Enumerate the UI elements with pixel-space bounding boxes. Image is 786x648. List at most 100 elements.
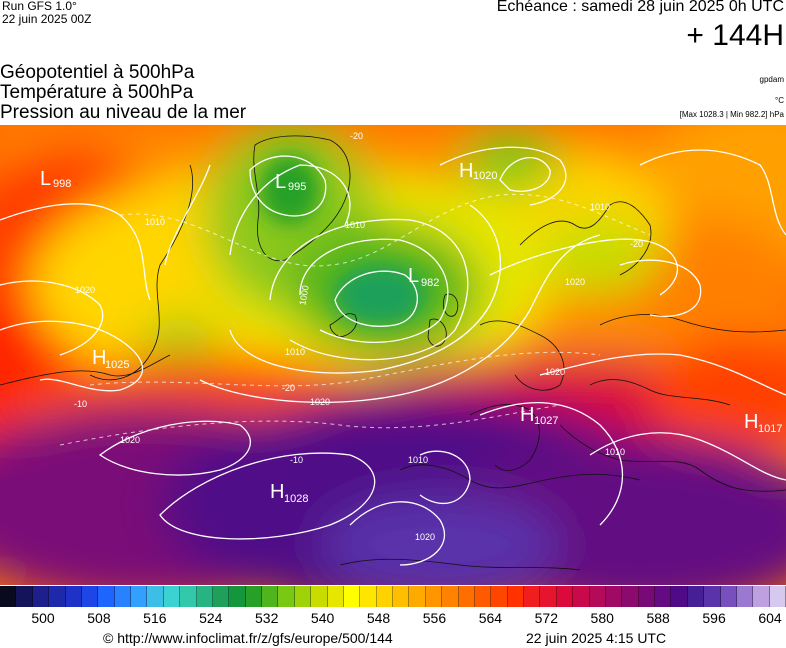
isobar-label: 1020 (120, 435, 140, 445)
colorbar-tick-label: 572 (534, 610, 558, 626)
colorbar-swatch (16, 586, 33, 607)
isobars (0, 146, 786, 566)
run-label: Run GFS 1.0° (2, 0, 77, 13)
colorbar-swatch (49, 586, 66, 607)
colorbar-tick-label: 508 (87, 610, 111, 626)
pressure-center-letter: H (270, 481, 284, 503)
colorbar-swatch (32, 586, 50, 607)
low-cores (260, 155, 425, 325)
weather-map[interactable]: L 998 L 995 H 1020 L 982 H 1025 H 1027 H… (0, 125, 786, 585)
colorbar-swatch (114, 586, 131, 607)
colorbar-swatch (638, 586, 655, 607)
colorbar-tick-label: 500 (31, 610, 55, 626)
colorbar-tick-label: 516 (143, 610, 167, 626)
colorbar-swatch (327, 586, 344, 607)
isobar-label: 1000 (297, 285, 310, 306)
colorbar-tick-label: 604 (758, 610, 782, 626)
colorbar-swatch (294, 586, 312, 607)
colorbar-swatch (376, 586, 393, 607)
colorbar-swatch (0, 586, 17, 607)
pressure-centers: L 998 L 995 H 1020 L 982 H 1025 H 1027 H… (40, 160, 782, 505)
colorbar-swatch (393, 586, 410, 607)
colorbar-swatch (442, 586, 459, 607)
isotherm-label: -10 (74, 399, 87, 409)
isobar-label: 1010 (285, 347, 305, 357)
colorbar-swatch (65, 586, 82, 607)
colorbar-swatch (524, 586, 541, 607)
colorbar-tick-label: 580 (590, 610, 614, 626)
colorbar-swatch (671, 586, 688, 607)
footer-url[interactable]: © http://www.infoclimat.fr/z/gfs/europe/… (103, 630, 393, 646)
colorbar-swatch (196, 586, 213, 607)
isotherm-label: -20 (630, 239, 643, 249)
colorbar-swatch (229, 586, 246, 607)
isobar-label: 1020 (545, 367, 565, 377)
colorbar-swatch (655, 586, 672, 607)
colorbar-swatch (622, 586, 639, 607)
colorbar-swatch (278, 586, 295, 607)
colorbar-swatch (343, 586, 361, 607)
isotherm-label: -20 (282, 383, 295, 393)
isobar-label: 1010 (145, 217, 165, 227)
colorbar-tick-label: 524 (199, 610, 223, 626)
colorbar-swatch (540, 586, 557, 607)
colorbar-swatch (491, 586, 508, 607)
colorbar (0, 586, 786, 607)
pressure-center-letter: L (40, 168, 51, 190)
pressure-center-value: 1025 (105, 359, 129, 371)
run-date: 22 juin 2025 00Z (2, 12, 92, 26)
colorbar-swatch (605, 586, 623, 607)
isobar-label: 1010 (345, 220, 365, 230)
pressure-center-letter: H (459, 160, 473, 182)
pressure-center-value: 1020 (473, 170, 497, 182)
colorbar-swatch (425, 586, 443, 607)
weather-map-svg: L 998 L 995 H 1020 L 982 H 1025 H 1027 H… (0, 125, 786, 585)
isobar-label: 1010 (605, 447, 625, 457)
isobar-label: 1020 (310, 397, 330, 407)
colorbar-swatch (262, 586, 279, 607)
unit-geopotential: gpdam (759, 75, 784, 84)
footer-date: 22 juin 2025 4:15 UTC (526, 630, 667, 646)
colorbar-swatch (163, 586, 181, 607)
isotherm-label: -10 (290, 455, 303, 465)
unit-temperature: °C (775, 96, 784, 105)
colorbar-tick-label: 532 (255, 610, 279, 626)
valid-time: Echéance : samedi 28 juin 2025 0h UTC (496, 0, 784, 15)
colorbar-tick-label: 556 (422, 610, 447, 626)
pressure-center-value: 995 (288, 181, 306, 193)
pressure-center-value: 998 (53, 178, 71, 190)
colorbar-swatch (212, 586, 230, 607)
unit-pressure-range: [Max 1028.3 | Min 982.2] hPa (679, 110, 784, 119)
colorbar-swatch (147, 586, 164, 607)
pressure-center-value: 1017 (758, 423, 782, 435)
colorbar-swatch (458, 586, 475, 607)
colorbar-swatch (245, 586, 262, 607)
pressure-center-letter: H (92, 347, 106, 369)
colorbar-ticks: 500 508 516 524 532 540 548 556 564 572 580 588 596 6… (0, 609, 786, 629)
pressure-center-value: 1028 (284, 493, 308, 505)
colorbar-swatch (311, 586, 328, 607)
colorbar-tick-label: 588 (646, 610, 670, 626)
colorbar-swatch (687, 586, 705, 607)
colorbar-tick-label: 540 (310, 610, 335, 626)
colorbar-tick-label: 548 (366, 610, 391, 626)
colorbar-swatch (409, 586, 426, 607)
isobar-label: 1020 (415, 532, 435, 542)
colorbar-swatch (81, 586, 99, 607)
isotherm-labels: -20 -20 -10 -10 -20 (74, 131, 643, 465)
geopotential-field (0, 125, 786, 585)
colorbar-swatch (573, 586, 590, 607)
isobar-label: 1010 (590, 202, 610, 212)
parameter-geopotential: Géopotentiel à 500hPa (0, 62, 195, 83)
isobar-label: 1020 (565, 277, 585, 287)
colorbar-swatch (736, 586, 754, 607)
pressure-center-letter: L (408, 265, 419, 287)
isobar-labels: 1010 1020 1000 1010 1020 1020 1010 1010 … (75, 202, 625, 542)
colorbar-tick-label: 564 (478, 610, 503, 626)
pressure-center-letter: H (520, 404, 534, 426)
isotherms (59, 193, 651, 446)
parameter-temperature: Température à 500hPa (0, 82, 194, 103)
colorbar-swatch (704, 586, 721, 607)
pressure-center-letter: L (275, 171, 286, 193)
pressure-center-value: 1027 (534, 415, 558, 427)
